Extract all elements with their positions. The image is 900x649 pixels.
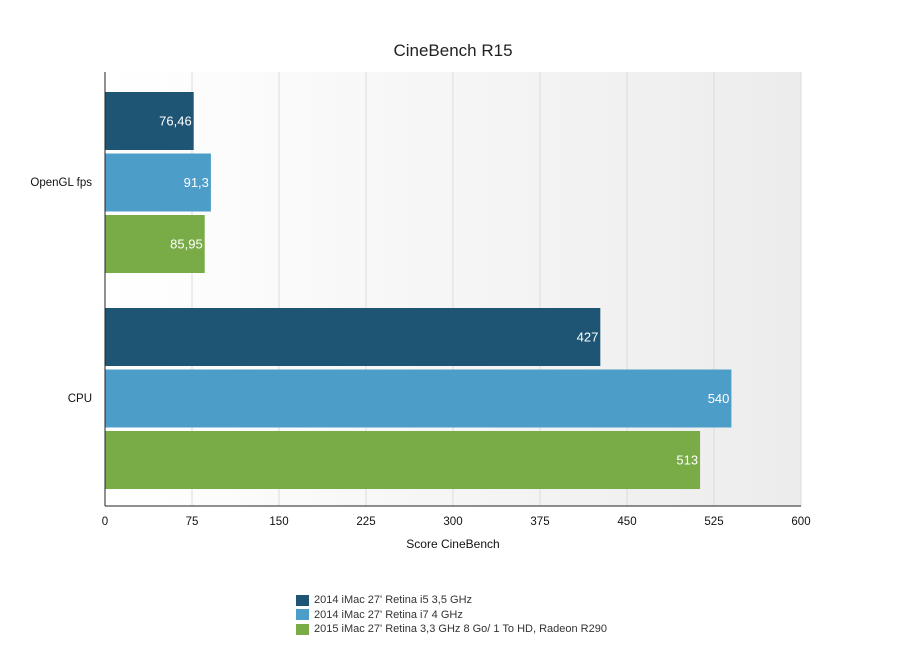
legend-item: 2014 iMac 27' Retina i7 4 GHz <box>296 608 607 623</box>
category-label: OpenGL fps <box>30 177 92 189</box>
x-tick-label: 525 <box>704 516 723 528</box>
bar <box>105 215 205 273</box>
x-tick-label: 600 <box>791 516 810 528</box>
x-tick-label: 150 <box>269 516 288 528</box>
legend-swatch <box>296 609 309 621</box>
bar-value-label: 91,3 <box>184 175 209 190</box>
bar <box>105 369 732 428</box>
x-tick-label: 300 <box>443 516 462 528</box>
bar <box>105 431 701 489</box>
x-tick-label: 225 <box>356 516 375 528</box>
legend-swatch <box>296 623 309 635</box>
bar-value-label: 427 <box>577 330 599 345</box>
legend-item: 2015 iMac 27' Retina 3,3 GHz 8 Go/ 1 To … <box>296 622 607 637</box>
x-tick-label: 450 <box>617 516 636 528</box>
x-tick-label: 75 <box>186 516 199 528</box>
legend-item: 2014 iMac 27' Retina i5 3,5 GHz <box>296 593 607 608</box>
bar-value-label: 513 <box>676 453 698 468</box>
bar-value-label: 85,95 <box>170 237 203 252</box>
bar <box>105 153 211 212</box>
legend-label: 2015 iMac 27' Retina 3,3 GHz 8 Go/ 1 To … <box>314 623 607 635</box>
x-tick-label: 0 <box>102 516 108 528</box>
category-label: CPU <box>68 393 92 405</box>
legend: 2014 iMac 27' Retina i5 3,5 GHz 2014 iMac… <box>296 593 607 637</box>
chart-title: CineBench R15 <box>393 41 512 60</box>
legend-label: 2014 iMac 27' Retina i7 4 GHz <box>314 608 463 621</box>
legend-swatch <box>296 594 309 606</box>
bar-value-label: 540 <box>708 391 730 406</box>
x-axis-label: Score CineBench <box>406 537 499 551</box>
x-tick-label: 375 <box>530 516 549 528</box>
legend-label: 2014 iMac 27' Retina i5 3,5 GHz <box>314 594 473 606</box>
bar-value-label: 76,46 <box>159 114 192 129</box>
bar <box>105 92 194 150</box>
bar <box>105 308 601 366</box>
